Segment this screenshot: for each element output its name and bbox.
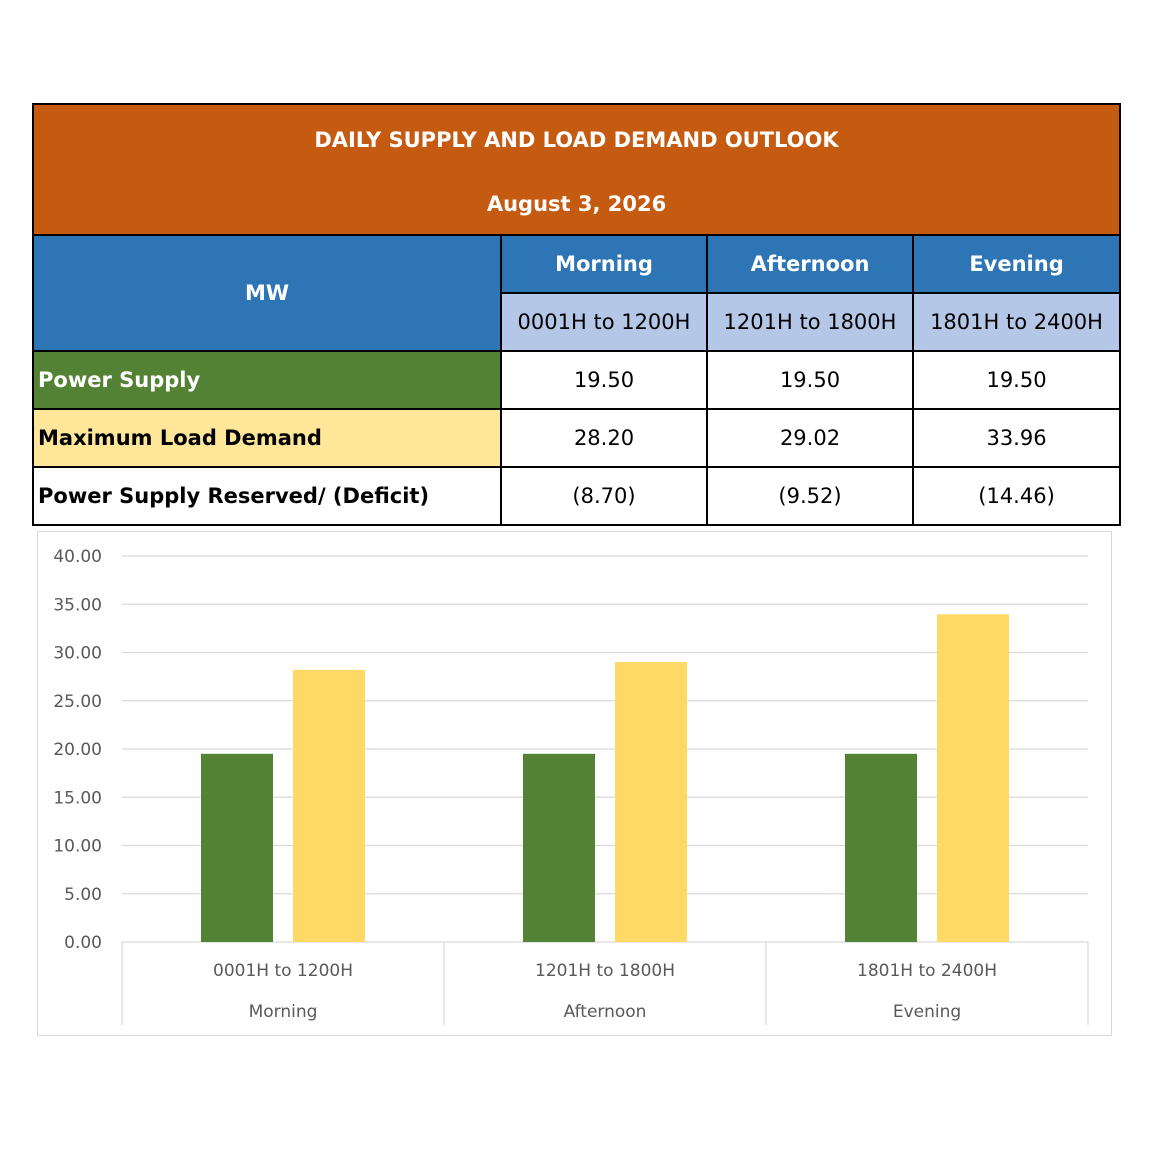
max-load-demand-morning: 28.20: [500, 408, 708, 468]
y-tick-label: 25.00: [53, 692, 102, 712]
period-range-evening: 1801H to 2400H: [911, 292, 1122, 352]
table-date: August 3, 2026: [486, 191, 667, 216]
max-load-demand-evening: 33.96: [911, 408, 1122, 468]
bar: [937, 614, 1009, 942]
x-tick-label: 0001H to 1200H: [213, 961, 353, 981]
reserve-deficit-morning: (8.70): [500, 466, 708, 526]
bar: [201, 753, 273, 942]
x-group-label: Evening: [893, 1002, 961, 1022]
unit-header: MW: [32, 234, 502, 352]
y-tick-label: 20.00: [53, 740, 102, 760]
bar-chart: 0.00 5.00 10.00 15.00 20.00 25.00 30.00 35.00 40…: [37, 531, 1112, 1036]
row-label-power-supply: Power Supply: [32, 350, 502, 410]
table-title: DAILY SUPPLY AND LOAD DEMAND OUTLOOK: [314, 127, 839, 152]
bar: [523, 753, 595, 942]
bar: [615, 661, 687, 942]
x-group-label: Afternoon: [564, 1002, 647, 1022]
period-header-evening: Evening: [911, 234, 1122, 294]
period-range-afternoon: 1201H to 1800H: [706, 292, 914, 352]
period-header-afternoon: Afternoon: [706, 234, 914, 294]
table-title-cell: DAILY SUPPLY AND LOAD DEMAND OUTLOOK Aug…: [31, 103, 1122, 236]
table-row: Power Supply Reserved/ (Deficit) (8.70) …: [32, 466, 1122, 526]
reserve-deficit-afternoon: (9.52): [706, 466, 914, 526]
row-label-max-load-demand: Maximum Load Demand: [32, 408, 502, 468]
period-range-morning: 0001H to 1200H: [500, 292, 708, 352]
power-supply-morning: 19.50: [500, 350, 708, 410]
y-tick-label: 15.00: [53, 788, 102, 808]
bar: [845, 753, 917, 942]
x-tick-label: 1801H to 2400H: [857, 961, 997, 981]
supply-demand-table: DAILY SUPPLY AND LOAD DEMAND OUTLOOK Aug…: [31, 103, 1122, 526]
table-row: Maximum Load Demand 28.20 29.02 33.96: [32, 408, 1122, 468]
power-supply-evening: 19.50: [911, 350, 1122, 410]
bar: [293, 669, 365, 942]
y-tick-label: 10.00: [53, 837, 102, 857]
x-tick-label: 1201H to 1800H: [535, 961, 675, 981]
x-group-label: Morning: [249, 1002, 318, 1022]
table-row: Power Supply 19.50 19.50 19.50: [32, 350, 1122, 410]
bar-chart-svg: 0.00 5.00 10.00 15.00 20.00 25.00 30.00 35.00 40…: [53, 547, 1089, 1025]
power-supply-afternoon: 19.50: [706, 350, 914, 410]
period-header-morning: Morning: [500, 234, 708, 294]
y-tick-label: 35.00: [53, 595, 102, 615]
row-label-reserve-deficit: Power Supply Reserved/ (Deficit): [32, 466, 502, 526]
y-tick-label: 30.00: [53, 644, 102, 664]
max-load-demand-afternoon: 29.02: [706, 408, 914, 468]
y-tick-label: 5.00: [64, 885, 102, 905]
y-tick-label: 40.00: [53, 547, 102, 567]
reserve-deficit-evening: (14.46): [911, 466, 1122, 526]
y-tick-label: 0.00: [64, 933, 102, 953]
